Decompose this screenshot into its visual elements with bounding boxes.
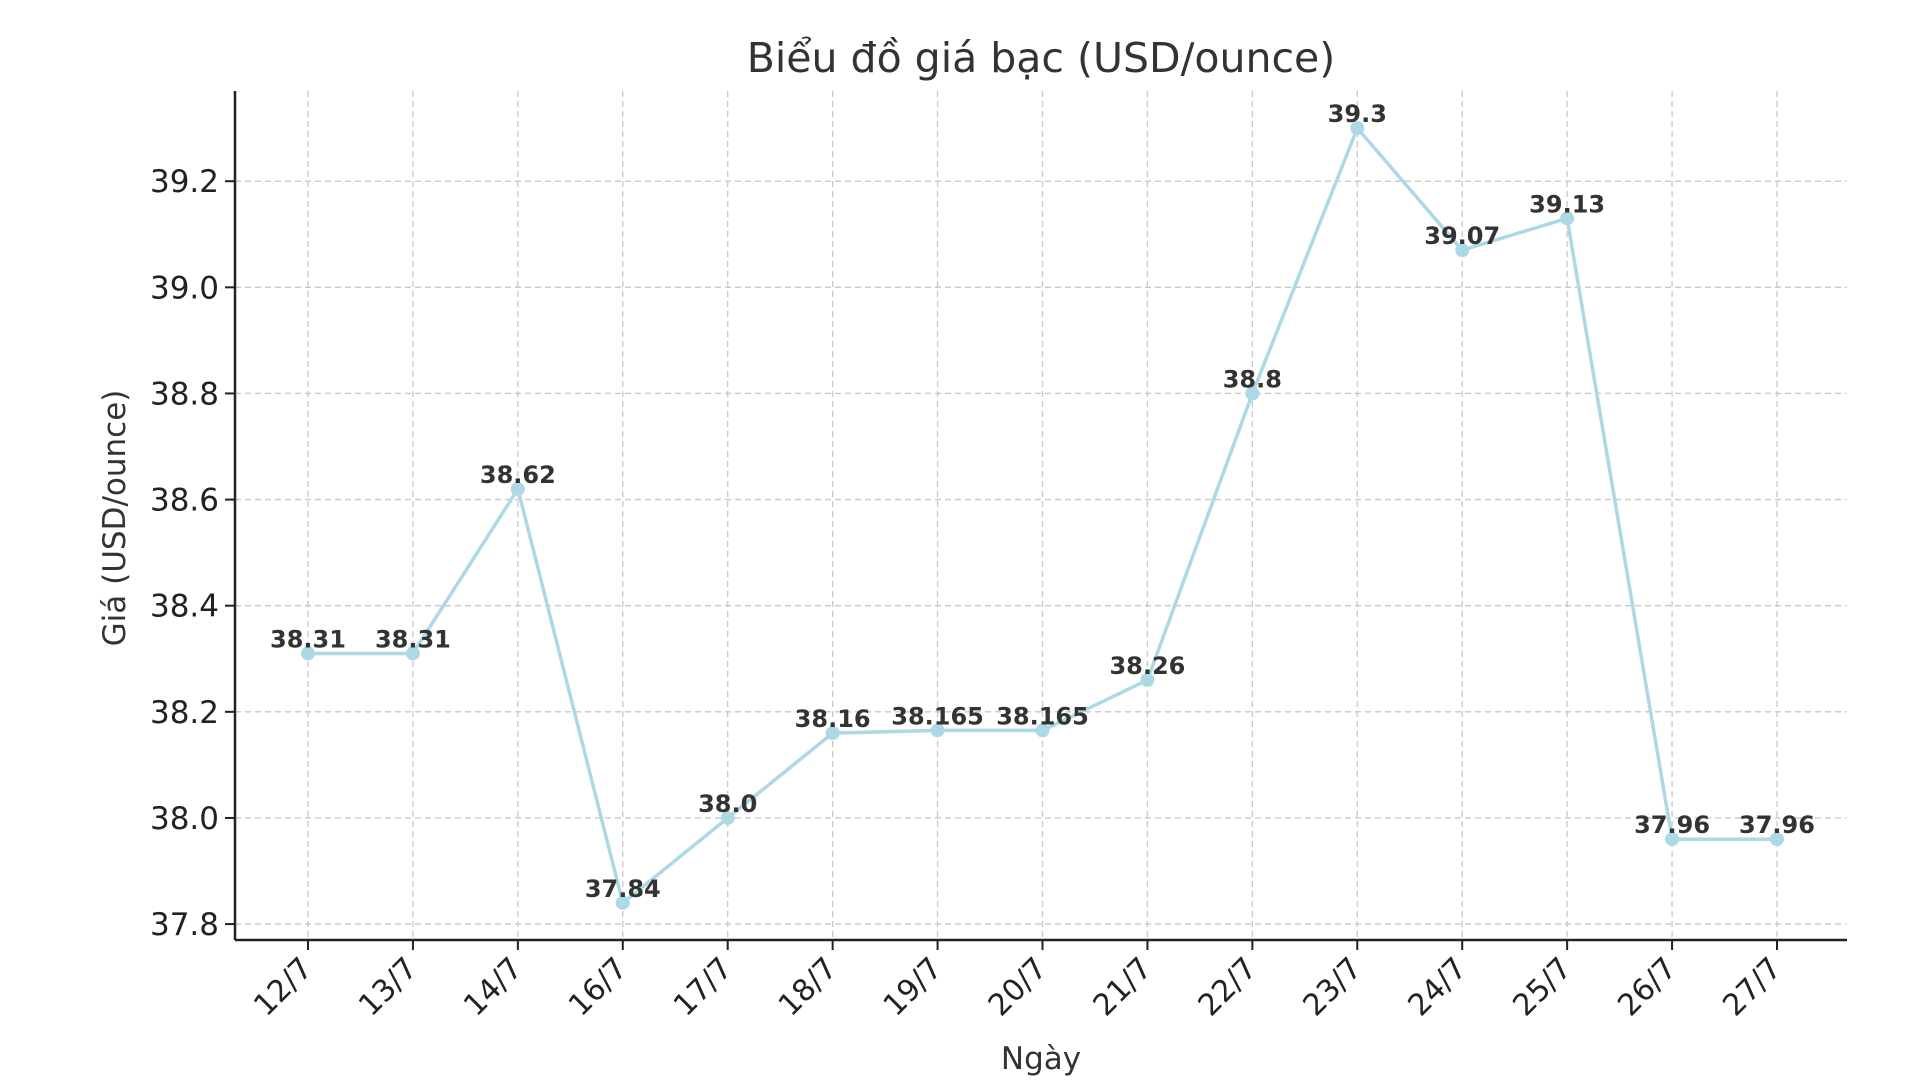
y-tick-label: 39.2: [150, 164, 219, 200]
data-point: [510, 481, 525, 496]
data-label: 38.8: [1223, 365, 1282, 393]
y-tick-label: 38.2: [150, 695, 219, 731]
data-label: 39.07: [1424, 222, 1500, 250]
data-point: [1455, 243, 1470, 258]
y-tick-label: 38.8: [150, 376, 219, 412]
data-label: 38.165: [996, 702, 1089, 730]
data-point: [1035, 723, 1050, 738]
y-axis-label: Giá (USD/ounce): [97, 390, 133, 647]
data-label: 38.0: [698, 790, 757, 818]
data-point: [615, 895, 630, 910]
data-label-layer: 38.31 38.31 38.62 37.84 38.0 38.16 38.165 38.16…: [270, 100, 1815, 903]
data-point: [825, 726, 840, 741]
data-point: [405, 646, 420, 661]
y-tick-label: 38.4: [150, 589, 219, 625]
data-point: [1350, 121, 1365, 136]
data-label: 38.31: [375, 625, 451, 653]
data-label: 38.16: [795, 705, 871, 733]
grid-layer: [225, 91, 1847, 950]
data-label: 37.96: [1634, 811, 1710, 839]
data-label: 38.165: [891, 702, 984, 730]
data-point: [1770, 832, 1784, 847]
data-point: [720, 810, 735, 825]
data-label: 39.13: [1529, 190, 1605, 218]
y-tick-labels: 37.8 38.0 38.2 38.4 38.6 38.8 39.0 39.2: [150, 164, 219, 943]
series-layer: [301, 121, 1784, 910]
y-tick-label: 37.8: [150, 907, 219, 943]
data-point: [301, 646, 315, 661]
data-point: [1140, 672, 1155, 687]
x-axis-label: Ngày: [1001, 1041, 1081, 1077]
data-point: [1665, 832, 1680, 847]
y-tick-label: 38.6: [150, 483, 219, 519]
data-label: 39.3: [1328, 100, 1387, 128]
data-label: 38.62: [480, 461, 556, 489]
data-label: 38.31: [270, 625, 346, 653]
y-tick-label: 39.0: [150, 270, 219, 306]
data-point: [930, 723, 945, 738]
data-point: [1245, 386, 1260, 401]
y-tick-label: 38.0: [150, 801, 219, 837]
data-label: 37.84: [585, 875, 661, 903]
data-point: [1560, 211, 1575, 226]
chart-title: Biểu đồ giá bạc (USD/ounce): [747, 34, 1335, 82]
data-label: 38.26: [1109, 652, 1185, 680]
data-label: 37.96: [1739, 811, 1815, 839]
